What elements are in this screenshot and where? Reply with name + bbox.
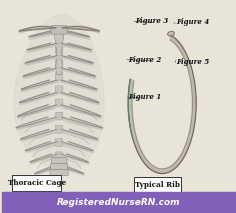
FancyBboxPatch shape (55, 152, 63, 160)
FancyBboxPatch shape (55, 125, 63, 133)
Text: RegisteredNurseRN.com: RegisteredNurseRN.com (57, 198, 181, 207)
Bar (2, 192, 236, 213)
FancyBboxPatch shape (55, 59, 63, 67)
FancyBboxPatch shape (55, 46, 63, 54)
Text: Figure 3: Figure 3 (135, 17, 169, 25)
FancyBboxPatch shape (55, 86, 63, 94)
Polygon shape (14, 15, 104, 171)
FancyBboxPatch shape (55, 99, 63, 107)
Ellipse shape (168, 31, 174, 36)
FancyBboxPatch shape (55, 73, 63, 80)
FancyBboxPatch shape (55, 33, 63, 41)
FancyBboxPatch shape (51, 164, 67, 170)
FancyBboxPatch shape (134, 177, 181, 193)
Text: Typical Rib: Typical Rib (135, 181, 180, 189)
Text: Figure 1: Figure 1 (128, 93, 161, 101)
Polygon shape (128, 35, 196, 174)
Text: Thoracic Cage: Thoracic Cage (8, 179, 66, 187)
FancyBboxPatch shape (51, 158, 67, 164)
Text: Figure 2: Figure 2 (128, 56, 161, 64)
Polygon shape (55, 30, 64, 75)
Text: Figure 5: Figure 5 (176, 58, 210, 66)
Text: Figure 4: Figure 4 (176, 18, 210, 26)
FancyBboxPatch shape (51, 26, 67, 34)
FancyBboxPatch shape (12, 175, 61, 191)
Polygon shape (128, 79, 136, 138)
FancyBboxPatch shape (50, 170, 68, 176)
FancyBboxPatch shape (55, 139, 63, 146)
FancyBboxPatch shape (55, 112, 63, 120)
